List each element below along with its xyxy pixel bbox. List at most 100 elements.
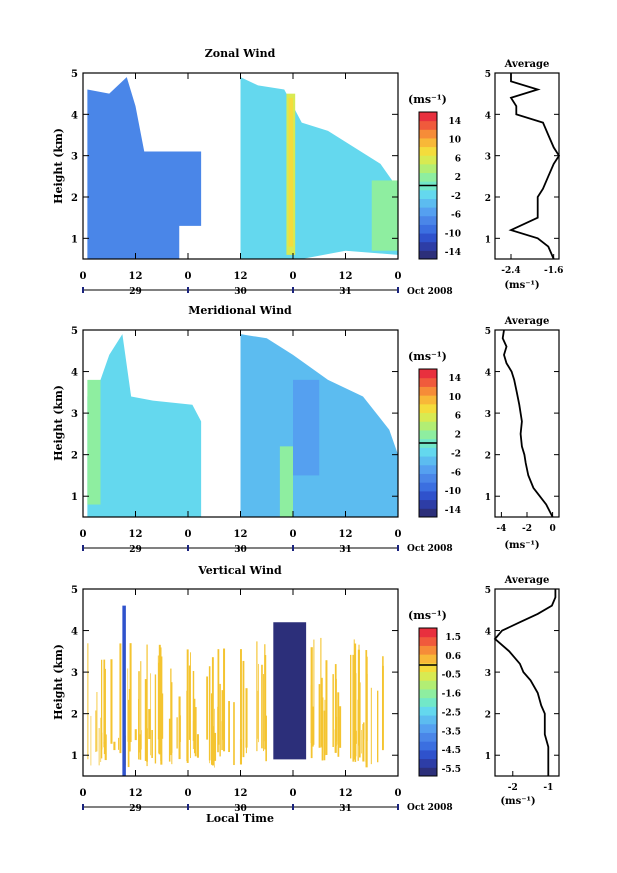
colorbar-swatch [419, 412, 437, 422]
vertical-updraft-streak [210, 693, 213, 765]
meridional-field-left [87, 334, 202, 517]
vertical-month-label: Oct 2008 [407, 803, 453, 813]
vertical-updraft-streak [192, 721, 194, 750]
avg-y-tick-label: 1 [485, 235, 491, 245]
x-tick-label: 0 [395, 271, 402, 282]
colorbar-swatch [419, 482, 437, 492]
colorbar-frame [418, 627, 438, 777]
avg-y-tick-label: 2 [485, 711, 491, 721]
avg-y-tick-label: 4 [485, 369, 491, 379]
vertical-updraft-streak [160, 656, 163, 765]
colorbar-tick-label: -2 [451, 449, 461, 459]
vertical-updraft-streak [178, 715, 181, 743]
day-label: 31 [339, 804, 352, 814]
colorbar-swatch [419, 224, 437, 234]
vertical-updraft-streak [206, 676, 209, 740]
day-label: 31 [339, 287, 352, 297]
avg-y-tick-label: 5 [485, 70, 491, 80]
meridional-blue-core [293, 379, 320, 476]
meridional-average-profile: 1 2 3 4 5 -4 -2 0 [485, 327, 559, 534]
colorbar-tick-label: -2.5 [442, 708, 461, 718]
colorbar-swatch [419, 198, 437, 208]
vertical-updraft-streak [188, 665, 191, 740]
vertical-updraft-streak [334, 664, 337, 753]
colorbar-swatch [419, 172, 437, 182]
vertical-updraft-streak [217, 649, 220, 745]
vertical-updraft-streak [233, 702, 235, 766]
vertical-updraft-streak [98, 728, 100, 766]
x-tick-label: 12 [339, 271, 353, 282]
colorbar-tick-label: -10 [445, 487, 461, 497]
x-tick-label: 0 [395, 788, 402, 799]
vertical-average-profile: 1 2 3 4 5 -2 -1 [485, 586, 559, 793]
vertical-updraft-streak [219, 683, 221, 757]
colorbar-swatch [419, 473, 437, 483]
vertical-updraft-streak [95, 710, 97, 752]
colorbar-swatch [419, 215, 437, 225]
vertical-updraft-streak [361, 729, 362, 754]
vertical-updraft-streak [144, 679, 147, 761]
vertical-updraft-streak [261, 664, 263, 749]
zonal-ylabel: Height (km) [52, 128, 65, 204]
vertical-updraft-streak [208, 666, 211, 761]
x-tick-label: 12 [234, 271, 248, 282]
vertical-updraft-streak [209, 729, 211, 764]
colorbar-swatch [419, 241, 437, 251]
vertical-updraft-streak [171, 709, 173, 765]
colorbar-swatch [419, 628, 437, 638]
colorbar-swatch [419, 112, 437, 122]
vertical-updraft-streak [157, 655, 159, 740]
vertical-updraft-streak [353, 639, 355, 760]
day-label: 29 [129, 804, 142, 814]
colorbar-swatch [419, 741, 437, 751]
zonal-average-profile: 1 2 3 4 5 -2.4 -1.6 [485, 70, 564, 276]
average-profile-line [493, 589, 557, 776]
day-label: 31 [339, 545, 352, 555]
colorbar-swatch [419, 671, 437, 681]
vertical-updraft-streak [245, 701, 247, 754]
y-tick-label: 1 [71, 234, 78, 245]
meridional-green-band [279, 446, 293, 517]
y-tick-label: 1 [71, 751, 78, 762]
vertical-updraft-streak [349, 654, 352, 759]
zonal-heatmap [87, 77, 398, 259]
x-tick-label: 12 [234, 529, 248, 540]
colorbar-swatch [419, 429, 437, 440]
colorbar-tick-label: -0.5 [442, 671, 461, 681]
colorbar-tick-label: -14 [445, 248, 461, 258]
meridional-avg-xlabel: (ms⁻¹) [504, 540, 539, 551]
avg-y-tick-label: 4 [485, 111, 491, 121]
x-tick-label: 12 [339, 788, 353, 799]
avg-y-tick-label: 2 [485, 194, 491, 204]
avg-y-tick-label: 5 [485, 327, 491, 337]
colorbar-swatch [419, 207, 437, 217]
vertical-updraft-streak [186, 690, 188, 762]
colorbar-swatch [419, 697, 437, 707]
vertical-updraft-streak [223, 648, 226, 752]
day-label: 29 [129, 287, 142, 297]
colorbar-tick-label: 10 [448, 136, 461, 146]
avg-y-tick-label: 2 [485, 452, 491, 462]
vertical-updraft-streak [139, 734, 142, 760]
colorbar-swatch [419, 369, 437, 379]
colorbar-swatch [419, 749, 437, 760]
colorbar-tick-label: 14 [448, 117, 461, 127]
x-tick-label: 12 [129, 788, 143, 799]
colorbar-tick-label: -1.6 [442, 690, 461, 700]
vertical-updraft-streak [221, 690, 224, 740]
y-tick-label: 1 [71, 492, 78, 503]
colorbar-swatch [419, 645, 437, 655]
vertical-updraft-streak [313, 639, 315, 745]
x-tick-label: 12 [129, 271, 143, 282]
vertical-updraft-streak [193, 698, 196, 754]
colorbar-tick-label: -6 [451, 468, 461, 478]
vertical-colorbar-unit: (ms⁻¹) [408, 609, 447, 622]
colorbar-swatch [419, 662, 437, 673]
vertical-updraft-streak [104, 734, 107, 761]
colorbar-swatch [419, 395, 437, 405]
colorbar-swatch [419, 403, 437, 414]
